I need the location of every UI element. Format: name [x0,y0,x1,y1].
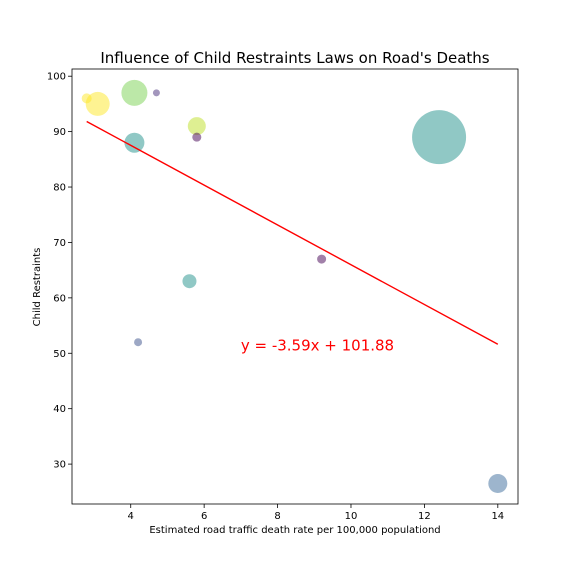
x-tick-label: 4 [128,511,134,522]
data-point [85,91,110,116]
y-axis-ticks: 30 40 50 60 70 80 90 100 [47,72,72,471]
data-point [152,89,160,97]
y-tick-label: 30 [53,460,66,471]
x-tick-label: 8 [274,511,280,522]
regression-equation: y = -3.59x + 101.88 [241,337,394,355]
y-tick-label: 60 [53,293,66,304]
data-point [317,254,327,264]
data-point [124,132,145,153]
chart-title: Influence of Child Restraints Laws on Ro… [100,49,489,67]
y-tick-label: 40 [53,404,66,415]
y-tick-label: 100 [47,72,66,83]
y-tick-label: 70 [53,238,66,249]
data-point [187,117,206,136]
data-point [121,79,148,106]
y-tick-label: 80 [53,183,66,194]
y-axis-label: Child Restraints [32,248,43,327]
x-tick-label: 14 [491,511,504,522]
x-axis-ticks: 4 6 8 10 12 14 [128,504,504,522]
plot-frame [71,68,519,505]
data-point [488,473,508,493]
y-tick-label: 50 [53,349,66,360]
y-tick-label: 90 [53,127,66,138]
data-points [81,79,508,493]
data-point [412,110,467,165]
data-point [134,338,143,347]
x-axis-label: Estimated road traffic death rate per 10… [149,525,440,536]
x-tick-label: 12 [418,511,431,522]
regression-line [86,120,499,345]
x-tick-label: 10 [345,511,358,522]
regression-layer [86,120,499,345]
x-tick-label: 6 [201,511,207,522]
data-point [192,132,202,142]
data-point [182,274,197,289]
